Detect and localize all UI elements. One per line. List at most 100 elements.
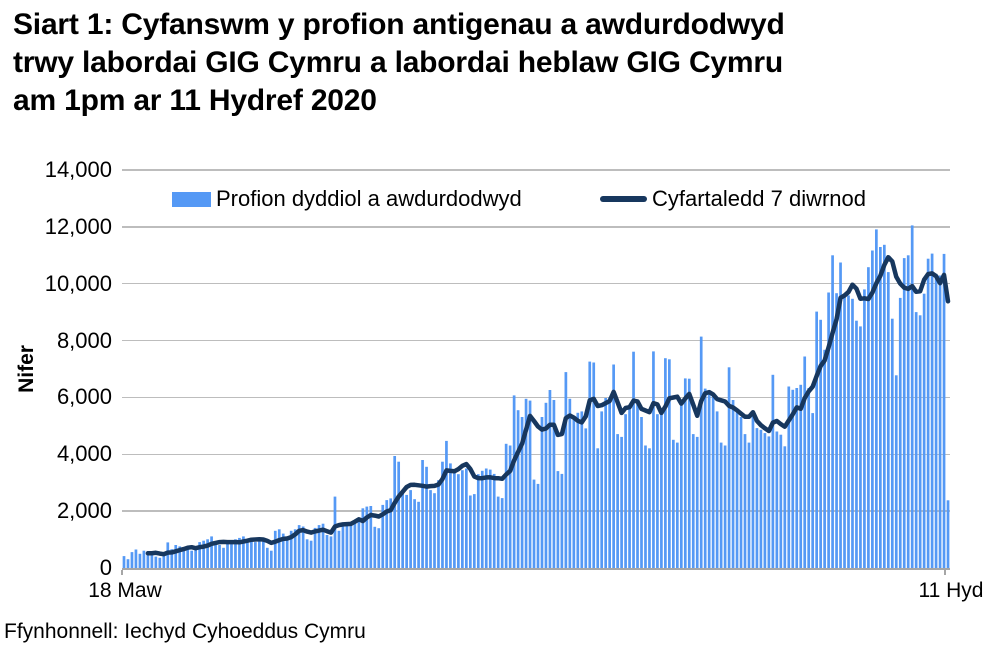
daily-bar (381, 504, 385, 568)
daily-bar (317, 525, 321, 568)
daily-bar (739, 417, 743, 568)
y-tick-label: 2,000 (56, 498, 112, 524)
daily-bar (664, 358, 667, 568)
daily-bar (484, 468, 488, 568)
daily-bar (584, 428, 588, 568)
daily-bar (799, 384, 803, 568)
daily-bar (337, 530, 341, 568)
daily-bar (675, 442, 679, 568)
daily-bar (520, 417, 524, 568)
daily-bar (373, 526, 377, 568)
daily-bar (632, 351, 635, 568)
daily-bar (648, 448, 651, 568)
daily-bar (413, 499, 416, 568)
daily-bar (277, 529, 281, 568)
daily-bar (867, 267, 870, 568)
daily-bar (668, 359, 671, 568)
daily-bar (425, 466, 428, 568)
daily-bar (409, 490, 412, 568)
daily-bar (325, 535, 329, 568)
daily-bar (405, 494, 408, 568)
daily-bar (138, 553, 142, 568)
x-axis-label-start: 18 Maw (88, 579, 162, 602)
daily-bar (934, 273, 938, 568)
daily-bar (898, 297, 902, 568)
gridline (122, 169, 950, 171)
average-line (145, 254, 951, 557)
gridline (122, 282, 950, 285)
daily-bar (417, 501, 420, 568)
daily-bar (687, 378, 691, 568)
daily-bar (879, 247, 882, 568)
daily-bar (261, 540, 265, 568)
daily-bar (759, 429, 763, 568)
y-tick-label: 14,000 (44, 157, 112, 182)
daily-bar (134, 549, 138, 568)
daily-bar (365, 506, 369, 568)
daily-bar (890, 318, 894, 568)
daily-bar (875, 229, 878, 568)
daily-bar (250, 540, 253, 568)
daily-bar (560, 473, 564, 568)
daily-bar (369, 506, 373, 568)
daily-bar (636, 402, 639, 568)
daily-bar (938, 275, 942, 568)
y-axis-tick-labels: 0 2,000 4,000 6,000 8,000 10,000 12,000 14,000 (0, 0, 112, 661)
daily-bar (612, 364, 615, 568)
y-tick-label: 6,000 (56, 384, 112, 410)
daily-bar (202, 540, 205, 568)
daily-bar (516, 410, 520, 568)
daily-bar (755, 428, 759, 568)
daily-bar (182, 549, 186, 568)
daily-bar (198, 542, 201, 568)
daily-bar (679, 400, 683, 568)
daily-bar (930, 253, 934, 568)
daily-bar (488, 469, 492, 568)
daily-bar (429, 490, 432, 568)
daily-bar (437, 480, 440, 568)
daily-bar (815, 311, 818, 568)
daily-bar (361, 508, 365, 568)
daily-bar (305, 539, 309, 568)
daily-bar (532, 479, 536, 568)
daily-bar (234, 539, 237, 568)
daily-bar (771, 374, 775, 568)
daily-bar (441, 461, 444, 568)
daily-bar (596, 448, 600, 568)
daily-bar (783, 446, 787, 568)
daily-bar (894, 375, 898, 568)
daily-bar (226, 543, 229, 568)
daily-bar (536, 483, 540, 568)
daily-bar (500, 498, 504, 568)
daily-bar (461, 470, 464, 568)
daily-bar (397, 461, 401, 568)
daily-bar (775, 431, 779, 568)
daily-bar (823, 349, 826, 568)
daily-bar (206, 539, 209, 568)
daily-bar (528, 400, 532, 568)
daily-bar (660, 411, 663, 568)
daily-bar (683, 378, 687, 568)
daily-bar (357, 519, 361, 568)
daily-bar (433, 493, 436, 568)
daily-bar (254, 542, 257, 568)
gridline (122, 339, 950, 342)
daily-bar (393, 456, 397, 568)
daily-bar (122, 556, 126, 568)
daily-bar (715, 411, 719, 568)
daily-bar (321, 523, 325, 568)
chart-title-line-2: trwy labordai GIG Cymru a labordai hebla… (13, 46, 783, 79)
daily-bar (154, 556, 158, 568)
daily-bar (174, 545, 178, 568)
bar-series-swatch (172, 191, 211, 207)
daily-bar (421, 460, 424, 568)
daily-bar (158, 557, 162, 568)
daily-bar (309, 540, 313, 568)
daily-bar (863, 289, 866, 568)
daily-bar (695, 436, 699, 568)
daily-bar (210, 536, 213, 568)
daily-bar (349, 522, 353, 568)
legend-label-daily-tests: Profion dyddiol a awdurdodwyd (216, 186, 522, 211)
legend-item-daily-tests: Profion dyddiol a awdurdodwyd (172, 186, 522, 212)
